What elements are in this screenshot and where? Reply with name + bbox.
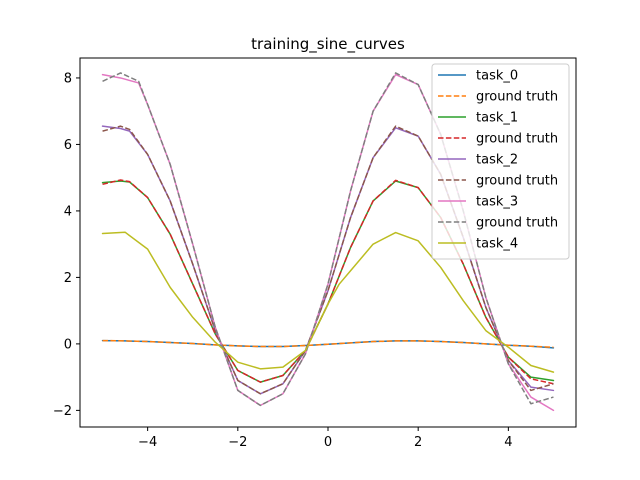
x-tick-label: −2 [228, 435, 247, 450]
x-tick-label: 4 [504, 435, 512, 450]
legend-frame [431, 63, 570, 260]
legend-label-0: task_0 [476, 69, 518, 84]
x-tick-label: −4 [138, 435, 157, 450]
legend-label-6: task_3 [476, 195, 518, 210]
y-tick-label: −2 [53, 404, 72, 419]
x-tick-label: 0 [324, 435, 332, 450]
y-tick-label: 6 [64, 138, 72, 153]
y-tick-label: 0 [64, 337, 72, 352]
chart-title: training_sine_curves [251, 35, 405, 54]
legend-label-8: task_4 [476, 237, 518, 252]
x-tick-label: 2 [414, 435, 422, 450]
legend-label-5: ground truth [476, 174, 558, 189]
legend-label-3: ground truth [476, 132, 558, 147]
series-line-1 [102, 339, 554, 348]
axes-layer: −4 −2 0 2 4 −2 0 2 4 6 8 [53, 71, 513, 450]
legend-label-4: task_2 [476, 153, 518, 168]
y-tick-label: 2 [64, 271, 72, 286]
y-tick-label: 8 [64, 71, 72, 86]
y-tick-label: 4 [64, 204, 72, 219]
legend-label-1: ground truth [476, 90, 558, 105]
series-line-5 [102, 125, 554, 395]
series-line-8 [101, 231, 555, 373]
legend-label-2: task_1 [476, 111, 518, 126]
legend-label-7: ground truth [476, 216, 558, 231]
